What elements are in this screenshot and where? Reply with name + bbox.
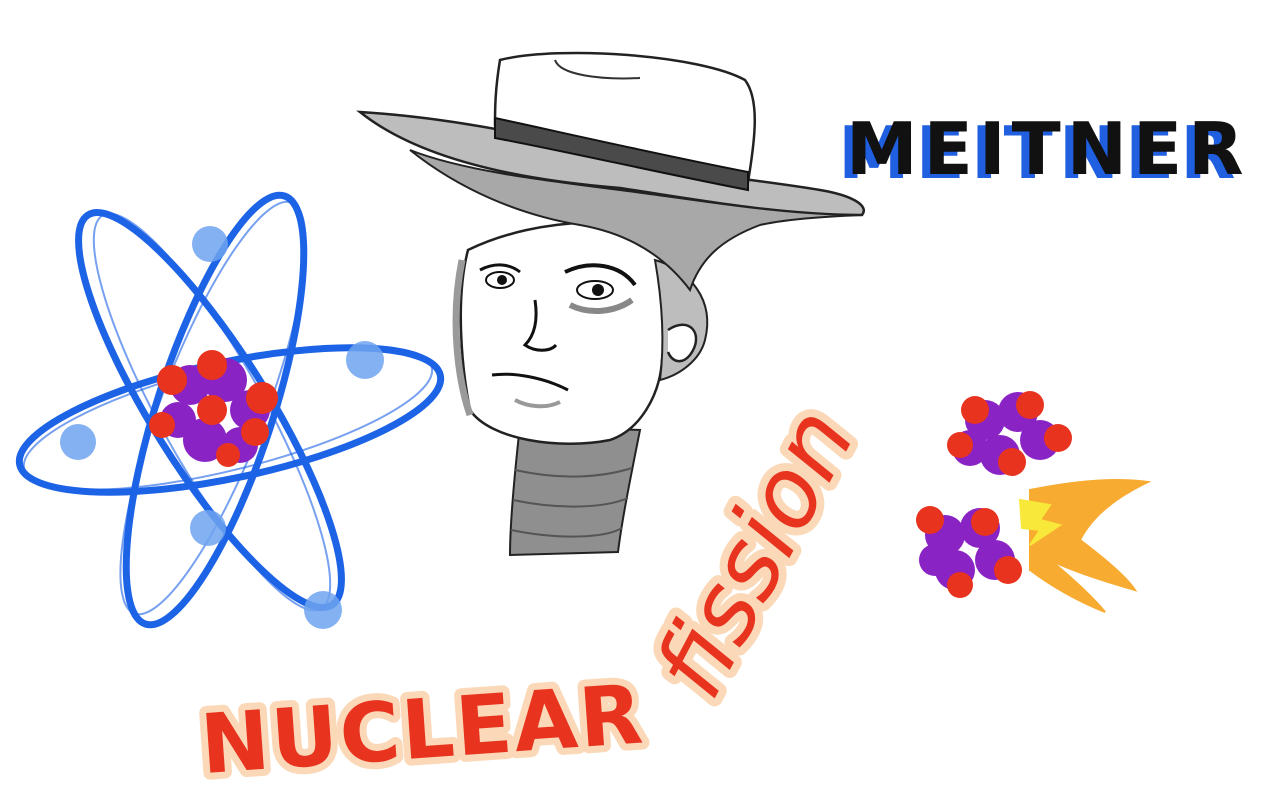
nucleus (149, 350, 278, 467)
spark-icon (1018, 479, 1152, 613)
title-text: MEITNER (846, 107, 1250, 191)
fragment-lower (916, 506, 1022, 598)
caption-fission: fission fission (625, 382, 885, 723)
title-shadow: MEITNER (838, 111, 1242, 195)
title-meitner: MEITNER MEITNER (838, 107, 1250, 195)
atom-icon (15, 191, 445, 629)
caption-fission-text: fission (633, 390, 877, 715)
caption-nuclear: NUCLEAR NUCLEAR (191, 660, 655, 800)
fission-icon (916, 391, 1072, 598)
portrait-icon (356, 51, 865, 557)
fragment-upper (947, 391, 1072, 476)
caption-nuclear-text: NUCLEAR (198, 667, 648, 793)
